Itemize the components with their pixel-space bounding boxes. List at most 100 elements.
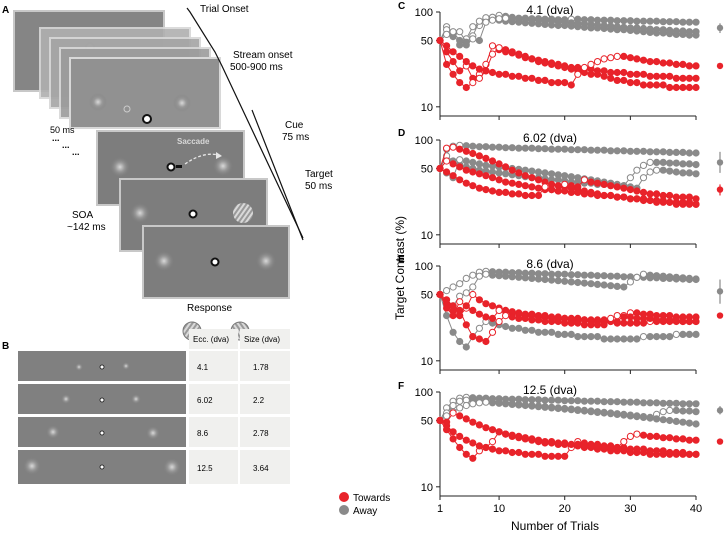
- towards-point: [666, 434, 674, 442]
- towards-point: [475, 442, 483, 450]
- towards-point: [626, 79, 635, 87]
- towards-point: [580, 63, 589, 72]
- away-point: [672, 273, 680, 281]
- away-point: [548, 276, 556, 284]
- towards-point: [495, 44, 503, 52]
- towards-point: [600, 321, 608, 329]
- towards-point: [469, 306, 477, 314]
- away-point: [672, 399, 680, 407]
- away-point: [534, 16, 543, 24]
- away-point: [456, 280, 464, 288]
- towards-point: [528, 191, 536, 200]
- towards-point: [502, 188, 510, 196]
- frame-stream-4: [69, 57, 221, 129]
- away-point: [482, 161, 490, 169]
- towards-point: [443, 144, 451, 152]
- towards-point: [548, 60, 556, 69]
- towards-point: [456, 412, 464, 420]
- towards-point: [633, 195, 641, 203]
- towards-point: [679, 74, 687, 82]
- away-point: [593, 280, 602, 288]
- away-point: [685, 149, 694, 157]
- towards-point: [646, 196, 654, 205]
- away-point: [659, 333, 667, 341]
- towards-point: [508, 190, 516, 198]
- away-point: [534, 328, 543, 336]
- away-point: [475, 17, 483, 25]
- towards-point: [692, 450, 700, 458]
- towards-point: [541, 317, 549, 326]
- away-point: [679, 400, 687, 408]
- trial-onset-label: Trial Onset: [200, 4, 249, 15]
- stimulus-patch: [154, 251, 174, 271]
- away-point: [554, 330, 562, 338]
- away-point: [502, 170, 510, 178]
- panel-label-b: B: [2, 341, 9, 352]
- towards-point: [561, 319, 569, 327]
- towards-point: [692, 74, 700, 82]
- cue-duration-label: 75 ms: [282, 132, 309, 143]
- towards-point: [475, 296, 483, 304]
- away-point: [534, 403, 543, 411]
- target-grating: [233, 203, 253, 223]
- away-point: [672, 168, 680, 176]
- towards-point: [692, 62, 700, 70]
- towards-point: [593, 191, 602, 200]
- away-point: [639, 24, 648, 33]
- towards-point: [541, 59, 549, 67]
- towards-point: [515, 180, 523, 188]
- towards-point: [600, 72, 608, 80]
- towards-point: [475, 74, 483, 82]
- away-point: [462, 289, 470, 297]
- towards-point: [534, 191, 543, 200]
- away-point: [613, 147, 621, 155]
- away-point: [639, 161, 648, 169]
- table-header-size: Size (dva): [244, 335, 280, 344]
- away-point: [593, 333, 602, 341]
- x-tick-label: 10: [493, 503, 505, 515]
- away-point: [521, 15, 529, 23]
- away-point: [666, 167, 674, 175]
- away-point: [554, 270, 562, 278]
- towards-point: [534, 58, 543, 66]
- away-point: [495, 272, 503, 280]
- away-point: [666, 26, 674, 34]
- soa-value: ~142 ms: [67, 222, 106, 233]
- x-axis-label: Number of Trials: [511, 519, 599, 533]
- towards-point: [521, 182, 529, 190]
- towards-point: [679, 317, 687, 326]
- towards-point: [508, 313, 516, 321]
- away-point: [574, 19, 582, 27]
- towards-point: [672, 435, 680, 443]
- towards-point: [587, 321, 595, 329]
- away-summary-mean: [716, 159, 724, 166]
- away-point: [443, 287, 451, 295]
- away-point: [580, 271, 589, 279]
- away-point: [469, 400, 477, 408]
- fixation-dot: [142, 114, 152, 124]
- towards-point: [482, 443, 490, 452]
- away-point: [567, 406, 575, 414]
- away-point: [600, 21, 608, 30]
- towards-point: [685, 83, 694, 92]
- away-point: [646, 148, 654, 156]
- towards-point: [495, 70, 503, 78]
- away-point: [443, 412, 451, 420]
- towards-point: [534, 76, 543, 85]
- away-point: [613, 17, 621, 25]
- ellipsis: ...: [62, 140, 70, 150]
- away-point: [685, 419, 694, 427]
- away-point: [639, 17, 648, 25]
- towards-point: [692, 436, 700, 444]
- away-point: [685, 330, 694, 338]
- away-point: [580, 333, 589, 341]
- towards-summary-mean: [716, 62, 724, 70]
- towards-point: [646, 190, 654, 198]
- towards-point: [482, 67, 490, 75]
- away-point: [672, 159, 680, 167]
- away-point: [639, 413, 648, 421]
- towards-point: [672, 60, 680, 69]
- towards-point: [462, 147, 470, 155]
- away-point: [488, 399, 497, 407]
